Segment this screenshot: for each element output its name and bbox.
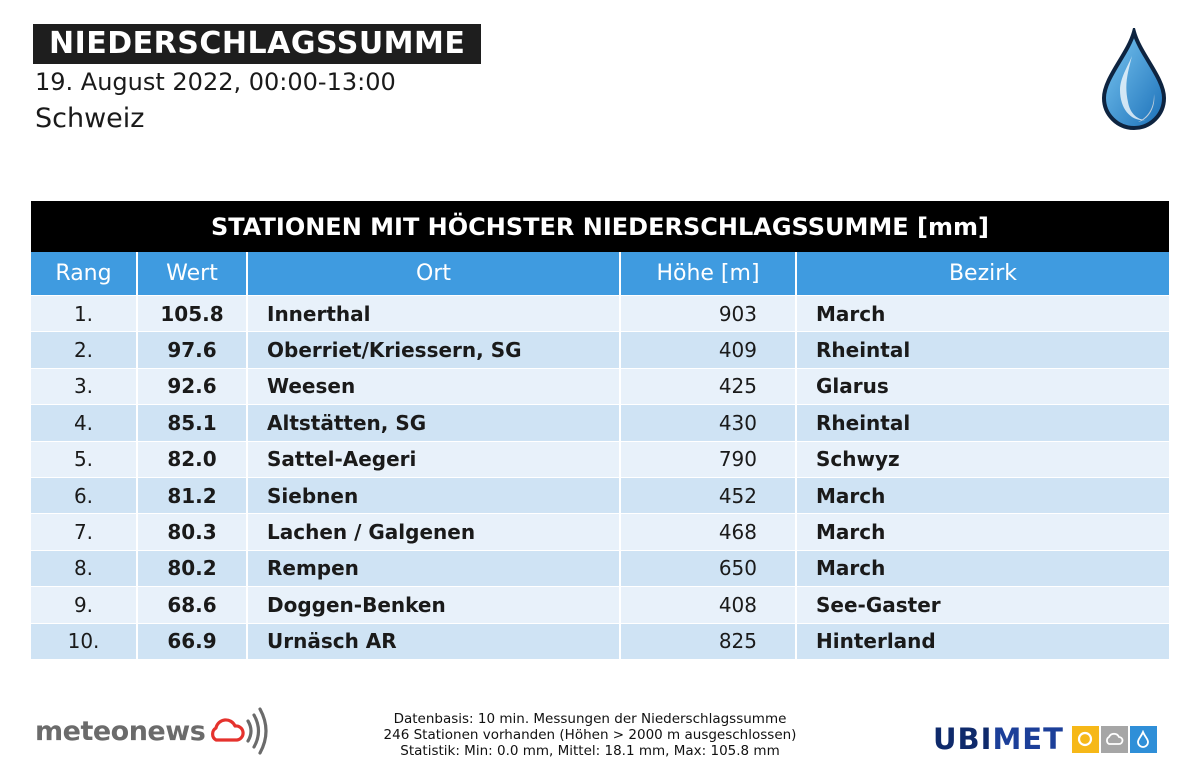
cell-altitude: 430 [621, 405, 797, 441]
cell-altitude: 825 [621, 623, 797, 659]
cell-rank: 7. [31, 514, 138, 550]
cell-location: Sattel-Aegeri [248, 441, 621, 477]
cell-rank: 8. [31, 550, 138, 587]
cell-location: Rempen [248, 550, 621, 587]
table-row: 9. 68.6 Doggen-Benken 408 See-Gaster [31, 586, 1169, 623]
cell-location: Siebnen [248, 477, 621, 514]
cell-value: 68.6 [138, 587, 248, 623]
table-row: 6. 81.2 Siebnen 452 March [31, 476, 1169, 514]
cell-rank: 1. [31, 296, 138, 332]
table-row: 1. 105.8 Innerthal 903 March [31, 295, 1169, 332]
ubimet-wordmark: UBIMET [933, 722, 1064, 756]
cloud-icon [1100, 725, 1128, 753]
cell-altitude: 452 [621, 477, 797, 514]
table-title: STATIONEN MIT HÖCHSTER NIEDERSCHLAGSSUMM… [31, 201, 1169, 252]
cell-location: Altstätten, SG [248, 405, 621, 441]
cell-district: Schwyz [816, 447, 900, 472]
cell-altitude: 903 [621, 296, 797, 332]
column-header-value: Wert [138, 252, 248, 295]
cell-district: See-Gaster [816, 592, 941, 617]
cell-district: March [816, 520, 886, 545]
cell-rank: 6. [31, 477, 138, 514]
cell-altitude: 408 [621, 587, 797, 623]
table-row: 10. 66.9 Urnäsch AR 825 Hinterland [31, 622, 1169, 659]
cell-value: 82.0 [138, 441, 248, 477]
table-header-row: Rang Wert Ort Höhe [m] Bezirk [31, 252, 1169, 295]
table-row: 7. 80.3 Lachen / Galgenen 468 March [31, 513, 1169, 550]
cell-value: 85.1 [138, 405, 248, 441]
cell-district: March [816, 483, 886, 508]
cell-district: Rheintal [816, 338, 911, 363]
cell-location: Urnäsch AR [248, 623, 621, 659]
cell-altitude: 468 [621, 514, 797, 550]
cell-value: 81.2 [138, 477, 248, 514]
cell-district: March [816, 301, 886, 326]
cell-value: 66.9 [138, 623, 248, 659]
cell-value: 92.6 [138, 368, 248, 405]
cell-rank: 9. [31, 587, 138, 623]
meteonews-logo: meteonews [35, 703, 269, 759]
cell-altitude: 425 [621, 368, 797, 405]
cloud-icon [211, 718, 245, 742]
cell-rank: 10. [31, 623, 138, 659]
ubimet-logo: UBIMET [933, 722, 1157, 756]
cell-rank: 4. [31, 405, 138, 441]
cell-district: Glarus [816, 374, 889, 399]
cell-rank: 2. [31, 332, 138, 368]
cell-location: Doggen-Benken [248, 587, 621, 623]
cell-value: 105.8 [138, 296, 248, 332]
table-row: 5. 82.0 Sattel-Aegeri 790 Schwyz [31, 440, 1169, 477]
raindrop-icon [1129, 725, 1157, 753]
cell-location: Innerthal [248, 296, 621, 332]
date-range: 19. August 2022, 00:00-13:00 [35, 68, 396, 96]
column-header-location: Ort [248, 252, 621, 295]
cell-value: 80.3 [138, 514, 248, 550]
column-header-district: Bezirk [948, 261, 1018, 286]
cell-location: Weesen [248, 368, 621, 405]
cell-location: Lachen / Galgenen [248, 514, 621, 550]
cell-value: 97.6 [138, 332, 248, 368]
cell-district: Hinterland [816, 629, 936, 654]
cell-altitude: 409 [621, 332, 797, 368]
table-row: 8. 80.2 Rempen 650 March [31, 549, 1169, 587]
cell-altitude: 650 [621, 550, 797, 587]
cell-rank: 3. [31, 368, 138, 405]
data-source-note: Datenbasis: 10 min. Messungen der Nieder… [330, 711, 850, 759]
table-row: 2. 97.6 Oberriet/Kriessern, SG 409 Rhein… [31, 331, 1169, 368]
cell-location: Oberriet/Kriessern, SG [248, 332, 621, 368]
page-title: NIEDERSCHLAGSSUMME [33, 24, 482, 64]
sun-icon [1071, 725, 1099, 753]
column-header-altitude: Höhe [m] [621, 252, 797, 295]
cell-rank: 5. [31, 441, 138, 477]
signal-waves-icon [246, 707, 268, 755]
footer-line: 246 Stationen vorhanden (Höhen > 2000 m … [383, 727, 797, 743]
cell-district: March [816, 556, 886, 581]
ranking-table: STATIONEN MIT HÖCHSTER NIEDERSCHLAGSSUMM… [31, 201, 1169, 659]
footer-line: Statistik: Min: 0.0 mm, Mittel: 18.1 mm,… [400, 743, 780, 759]
cell-district: Rheintal [816, 410, 911, 435]
table-body: 1. 105.8 Innerthal 903 March 2. 97.6 Obe… [31, 295, 1169, 659]
region-label: Schweiz [35, 103, 145, 134]
ubimet-weather-boxes [1070, 725, 1157, 753]
table-row: 3. 92.6 Weesen 425 Glarus [31, 367, 1169, 405]
cell-value: 80.2 [138, 550, 248, 587]
water-drop-icon [1101, 28, 1167, 130]
table-row: 4. 85.1 Altstätten, SG 430 Rheintal [31, 404, 1169, 441]
cell-altitude: 790 [621, 441, 797, 477]
column-header-rank: Rang [31, 252, 138, 295]
meteonews-wordmark: meteonews [35, 715, 206, 747]
footer-line: Datenbasis: 10 min. Messungen der Nieder… [393, 711, 787, 727]
